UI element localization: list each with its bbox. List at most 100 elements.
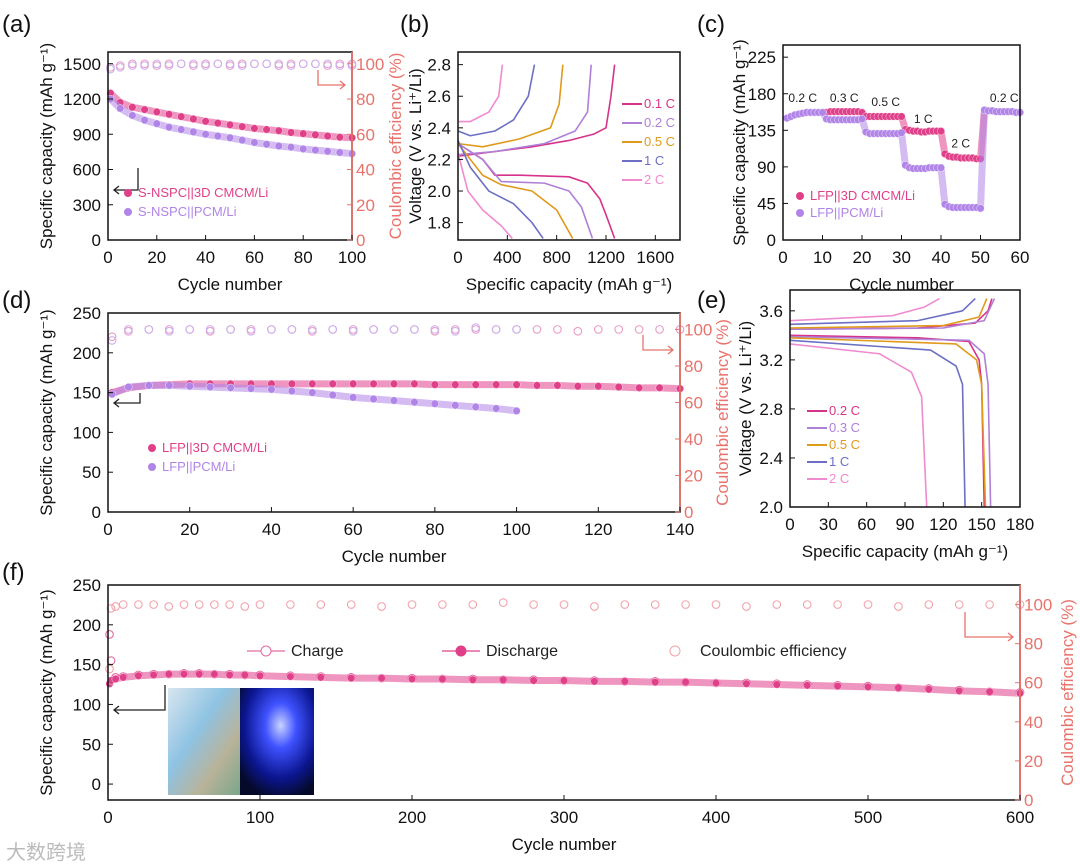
data-point bbox=[246, 325, 256, 334]
y-tick-label: 250 bbox=[73, 304, 101, 323]
data-point bbox=[681, 600, 690, 609]
x-tick-label: 400 bbox=[702, 808, 730, 827]
y-tick-label: 225 bbox=[748, 48, 776, 67]
x-tick-label: 300 bbox=[550, 808, 578, 827]
legend: 0.1 C 0.2 C 0.5 C 1 C 2 C bbox=[622, 96, 675, 187]
data-point bbox=[262, 59, 271, 69]
data-point bbox=[833, 682, 842, 691]
x-tick-label: 80 bbox=[294, 248, 313, 267]
data-point bbox=[491, 325, 501, 334]
data-point bbox=[410, 325, 419, 334]
curve-0.1-C bbox=[457, 64, 616, 158]
y2-tick-label: 40 bbox=[356, 161, 375, 180]
curve-2-C bbox=[789, 297, 940, 322]
legend-label: S-NSPC||3D CMCM/Li bbox=[138, 185, 268, 200]
y-tick-label: 900 bbox=[73, 125, 101, 144]
x-tick-label: 60 bbox=[1011, 248, 1030, 267]
data-point bbox=[226, 325, 235, 334]
data-point bbox=[651, 678, 660, 687]
y-tick-label: 2.0 bbox=[759, 498, 783, 517]
data-point bbox=[286, 600, 295, 609]
curve-0.5-C bbox=[457, 64, 564, 148]
data-point bbox=[438, 674, 447, 684]
data-point bbox=[711, 678, 721, 688]
data-point bbox=[237, 61, 247, 70]
x-tick-label: 50 bbox=[971, 248, 990, 267]
x-tick-label: 20 bbox=[853, 248, 872, 267]
x-tick-label: 100 bbox=[246, 808, 274, 827]
rose-photo-glowing bbox=[240, 688, 314, 795]
data-point bbox=[308, 388, 317, 397]
data-point bbox=[316, 673, 325, 682]
data-point bbox=[185, 325, 195, 334]
y2-tick-label: 100 bbox=[356, 55, 384, 74]
legend-marker bbox=[148, 463, 156, 471]
data-point bbox=[201, 130, 210, 139]
curve-0.5-C bbox=[789, 337, 987, 508]
rate-annotation: 0.3 C bbox=[830, 91, 859, 105]
data-point bbox=[165, 381, 174, 390]
x-axis-title: Cycle number bbox=[849, 275, 954, 294]
series-group bbox=[105, 598, 1025, 698]
data-point bbox=[213, 118, 222, 128]
y-tick-label: 300 bbox=[73, 196, 101, 215]
data-point bbox=[177, 112, 186, 121]
curve-0.5-C bbox=[789, 298, 988, 329]
y-tick-label: 200 bbox=[73, 616, 101, 635]
y2-tick-label: 0 bbox=[1024, 791, 1033, 810]
data-point bbox=[164, 123, 174, 132]
y-tick-label: 250 bbox=[73, 576, 101, 595]
x-tick-label: 0 bbox=[103, 808, 112, 827]
data-point bbox=[742, 679, 751, 688]
y-tick-label: 0 bbox=[767, 231, 776, 250]
series-group bbox=[782, 105, 1025, 213]
curve-0.5-C bbox=[457, 143, 574, 239]
data-point bbox=[179, 670, 189, 679]
data-point bbox=[346, 600, 356, 609]
y2-tick-label: 100 bbox=[684, 320, 712, 339]
series-group bbox=[789, 297, 996, 508]
arrow-left-f bbox=[112, 685, 166, 715]
data-point bbox=[286, 672, 295, 681]
legend-marker bbox=[148, 444, 156, 452]
data-point bbox=[954, 600, 964, 609]
data-point bbox=[634, 325, 644, 334]
y-tick-label: 3.2 bbox=[759, 351, 783, 370]
data-point bbox=[818, 108, 827, 117]
curve-2-C bbox=[458, 64, 504, 123]
data-point bbox=[189, 61, 198, 70]
data-point bbox=[369, 394, 378, 404]
legend-label: LFP||3D CMCM/Li bbox=[810, 188, 915, 203]
data-point bbox=[348, 326, 358, 336]
x-axis-title: Specific capacity (mAh g⁻¹) bbox=[466, 275, 672, 294]
series-group bbox=[106, 59, 357, 158]
data-point bbox=[468, 675, 477, 684]
data-point bbox=[512, 406, 521, 416]
data-point bbox=[377, 602, 386, 611]
data-point bbox=[553, 325, 562, 334]
data-point bbox=[106, 64, 115, 74]
data-point bbox=[529, 600, 538, 609]
data-point bbox=[308, 379, 317, 388]
arrow-right-f bbox=[964, 612, 1015, 642]
data-point bbox=[195, 670, 204, 679]
data-point bbox=[152, 61, 162, 70]
data-point bbox=[164, 602, 174, 611]
data-point bbox=[635, 383, 644, 392]
y-tick-label: 180 bbox=[748, 85, 776, 104]
data-point bbox=[238, 122, 247, 131]
data-point bbox=[164, 326, 174, 336]
arrow-right-d bbox=[642, 335, 675, 355]
y-tick-label: 0 bbox=[92, 231, 101, 250]
y2-tick-label: 80 bbox=[356, 90, 375, 109]
data-point bbox=[225, 133, 235, 142]
data-point bbox=[237, 59, 247, 69]
x-tick-label: 80 bbox=[425, 520, 444, 539]
data-point bbox=[492, 380, 501, 389]
data-point bbox=[225, 600, 234, 609]
rate-annotation: 0.2 C bbox=[990, 91, 1019, 105]
legend-label: LFP||3D CMCM/Li bbox=[162, 440, 267, 455]
watermark-logo: 大数跨境 bbox=[6, 840, 86, 864]
data-point bbox=[262, 140, 271, 149]
panel-c: (c) 0 10 20 30 40 50 60 0 45 90 135 180 225 Cycle numb… bbox=[697, 11, 1029, 294]
